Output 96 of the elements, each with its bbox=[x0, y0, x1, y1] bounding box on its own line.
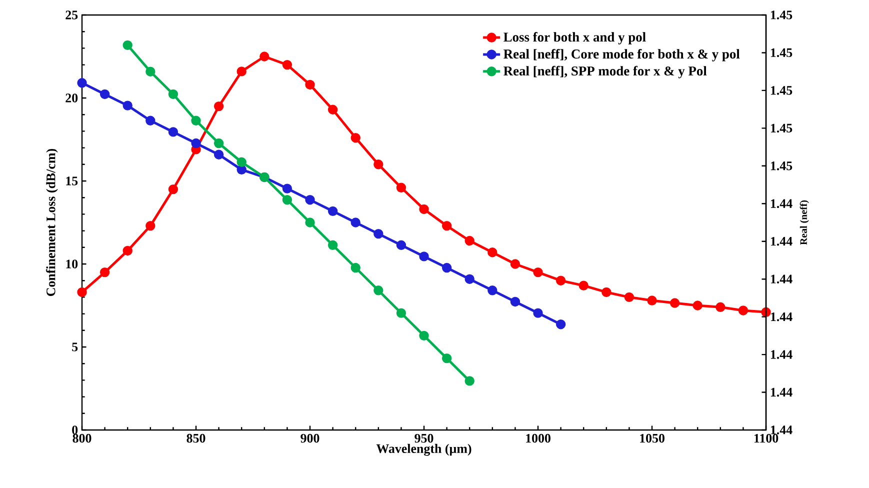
y2-tick-label: 1.44 bbox=[770, 388, 792, 397]
point bbox=[374, 160, 384, 170]
point bbox=[670, 298, 680, 308]
point bbox=[146, 116, 156, 126]
x-tick-label: 900 bbox=[300, 434, 320, 443]
point bbox=[578, 280, 588, 290]
y-tick-label: 10 bbox=[66, 260, 78, 268]
point bbox=[396, 240, 406, 250]
point bbox=[442, 262, 452, 273]
point bbox=[464, 376, 474, 386]
x-tick-label: 800 bbox=[72, 434, 92, 443]
point bbox=[328, 206, 338, 216]
y-tick-label: 20 bbox=[66, 94, 78, 102]
point bbox=[716, 302, 726, 312]
point bbox=[100, 267, 110, 278]
point bbox=[350, 132, 360, 143]
y2-tick-label: 1.45 bbox=[770, 48, 792, 58]
y-tick-label: 25 bbox=[66, 10, 78, 20]
x-tick-label: 1100 bbox=[754, 434, 778, 443]
point bbox=[122, 100, 132, 110]
point bbox=[328, 104, 338, 114]
point bbox=[168, 184, 178, 194]
y-tick-label: 0 bbox=[72, 426, 78, 434]
point bbox=[647, 296, 657, 306]
y2-tick-label: 1.44 bbox=[770, 274, 792, 284]
point bbox=[510, 296, 520, 307]
y2-tick-label: 1.44 bbox=[770, 312, 792, 322]
point bbox=[602, 287, 612, 298]
x-axis-title: Wavelength (µm) bbox=[376, 444, 472, 456]
point bbox=[464, 274, 474, 284]
point bbox=[374, 286, 384, 296]
point bbox=[282, 60, 292, 70]
x-tick-label: 950 bbox=[414, 434, 434, 443]
legend-label: Loss for both x and y pol bbox=[504, 32, 646, 44]
x-tick-label: 1050 bbox=[640, 434, 664, 443]
y2-tick-label: 1.44 bbox=[770, 199, 792, 208]
x-tick-label: 1000 bbox=[526, 434, 550, 443]
point bbox=[168, 89, 178, 100]
point bbox=[260, 52, 270, 62]
point bbox=[488, 248, 498, 258]
point bbox=[236, 157, 246, 167]
point bbox=[556, 276, 566, 286]
point bbox=[214, 138, 224, 148]
point bbox=[77, 287, 87, 298]
point bbox=[191, 116, 201, 126]
point bbox=[305, 218, 315, 228]
point bbox=[122, 246, 132, 256]
y2-tick-label: 1.45 bbox=[770, 162, 792, 170]
x-tick-label: 850 bbox=[186, 434, 206, 443]
point bbox=[77, 78, 87, 88]
point bbox=[350, 262, 360, 273]
point bbox=[100, 89, 110, 100]
y2-tick-label: 1.44 bbox=[770, 237, 792, 246]
y2-tick-label: 1.44 bbox=[770, 426, 792, 434]
legend-label: Real [neff], SPP mode for x & y Pol bbox=[504, 66, 707, 78]
point bbox=[442, 353, 452, 364]
point bbox=[396, 308, 406, 318]
point bbox=[305, 195, 315, 205]
point bbox=[214, 101, 224, 112]
point bbox=[236, 164, 246, 175]
y2-tick-label: 1.45 bbox=[770, 86, 792, 95]
point bbox=[122, 40, 132, 50]
point bbox=[396, 182, 406, 192]
y2-tick-label: 1.44 bbox=[770, 350, 792, 359]
legend-label: Real [neff], Core mode for both x & y pol bbox=[504, 48, 740, 62]
y-tick-label: 15 bbox=[66, 176, 78, 186]
point bbox=[556, 320, 566, 330]
point bbox=[282, 195, 292, 205]
point bbox=[419, 330, 429, 341]
point bbox=[488, 286, 498, 296]
point bbox=[419, 204, 429, 214]
point bbox=[214, 150, 224, 160]
point bbox=[168, 127, 178, 137]
y-axis-title: Confinement Loss (dB/cm) bbox=[46, 148, 58, 296]
point bbox=[442, 220, 452, 231]
point bbox=[328, 240, 338, 250]
point bbox=[191, 138, 201, 148]
point bbox=[510, 259, 520, 269]
point bbox=[419, 252, 429, 262]
point bbox=[624, 292, 634, 302]
y2-tick-label: 1.45 bbox=[770, 10, 792, 20]
point bbox=[533, 308, 543, 318]
point bbox=[146, 220, 156, 231]
y2-tick-label: 1.45 bbox=[770, 124, 792, 133]
point bbox=[374, 228, 384, 239]
point bbox=[146, 66, 156, 76]
point bbox=[692, 300, 702, 310]
point bbox=[282, 184, 292, 194]
point bbox=[533, 267, 543, 278]
y-tick-label: 5 bbox=[72, 342, 78, 352]
point bbox=[350, 218, 360, 228]
point bbox=[305, 80, 315, 90]
point bbox=[738, 306, 748, 316]
point bbox=[236, 66, 246, 76]
point bbox=[464, 236, 474, 246]
y2-axis-title: Real (neff) bbox=[800, 200, 809, 245]
